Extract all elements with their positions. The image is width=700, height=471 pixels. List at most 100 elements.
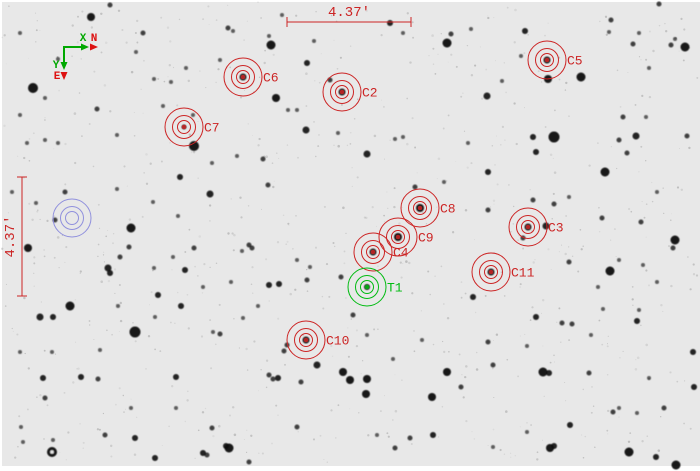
star	[246, 459, 252, 465]
star	[538, 367, 548, 377]
star	[387, 20, 393, 26]
star	[107, 2, 113, 8]
star	[65, 301, 75, 311]
star	[690, 349, 696, 355]
star	[608, 17, 614, 23]
aperture-circle	[484, 265, 498, 279]
aperture-label: T1	[387, 281, 403, 296]
star	[339, 368, 347, 376]
aperture-centroid-dot	[370, 249, 376, 255]
star	[469, 27, 473, 31]
star	[95, 376, 101, 382]
star	[304, 277, 310, 283]
star	[50, 350, 54, 354]
background-grain	[1, 1, 699, 463]
aperture-circle	[508, 207, 548, 247]
star	[266, 372, 272, 378]
compass-n-label: N	[91, 33, 98, 45]
aperture-circle	[386, 225, 410, 249]
aperture-c8[interactable]: C8	[400, 188, 456, 228]
star	[599, 215, 605, 221]
bright-star-with-core	[47, 447, 57, 457]
aperture-circle	[413, 201, 427, 215]
star	[266, 40, 276, 50]
aperture-c4[interactable]: C4	[353, 232, 409, 272]
aperture-label: C2	[362, 86, 378, 101]
star	[362, 390, 370, 398]
star	[312, 39, 316, 43]
star	[129, 406, 133, 410]
star	[209, 425, 215, 431]
star	[140, 30, 146, 36]
star	[589, 333, 593, 337]
star	[576, 72, 586, 82]
star	[241, 316, 245, 320]
star	[10, 190, 14, 194]
star	[50, 314, 56, 320]
aperture-circle	[322, 72, 362, 112]
aperture-t1[interactable]: T1	[347, 267, 403, 307]
star	[655, 190, 659, 194]
aperture-centroid-dot	[525, 224, 531, 230]
aperture-circle	[471, 252, 511, 292]
star	[596, 285, 600, 289]
aperture-circle	[540, 53, 554, 67]
star	[470, 294, 476, 300]
star	[211, 330, 215, 334]
star	[28, 83, 38, 93]
aperture-c7[interactable]: C7	[164, 107, 220, 147]
star	[483, 92, 491, 100]
star	[56, 57, 60, 61]
aperture-circle	[172, 115, 196, 139]
star	[632, 132, 640, 140]
aperture-c2[interactable]: C2	[322, 72, 378, 112]
star	[281, 348, 287, 354]
aperture-c9[interactable]: C9	[378, 217, 434, 257]
star	[223, 443, 229, 449]
star	[152, 266, 156, 270]
aperture-centroid-dot	[364, 284, 370, 290]
star	[401, 135, 405, 139]
star	[152, 77, 156, 81]
star	[43, 96, 47, 100]
aperture-c3[interactable]: C3	[508, 207, 564, 247]
star	[56, 141, 60, 145]
y-axis-arrow-icon	[60, 62, 68, 70]
star	[624, 447, 634, 457]
star	[129, 326, 141, 338]
star	[94, 106, 100, 112]
star	[673, 37, 677, 41]
star	[542, 222, 550, 230]
aperture-circle	[355, 275, 379, 299]
star	[178, 303, 184, 309]
compass: X N YE	[53, 33, 98, 83]
aperture-unmarked[interactable]	[52, 198, 92, 238]
aperture-label: C4	[393, 246, 409, 261]
star	[637, 31, 641, 35]
aperture-label: C9	[418, 231, 434, 246]
star	[87, 13, 95, 21]
star	[184, 66, 188, 70]
aperture-circle	[65, 211, 79, 225]
star	[176, 214, 180, 218]
aperture-c10[interactable]: C10	[286, 320, 349, 360]
star	[275, 375, 281, 381]
aperture-circle	[164, 107, 204, 147]
aperture-circle	[52, 198, 92, 238]
star	[363, 375, 371, 383]
star	[500, 79, 504, 83]
star	[644, 115, 648, 119]
star	[249, 245, 255, 251]
aperture-c5[interactable]: C5	[527, 40, 583, 80]
aperture-c11[interactable]: C11	[471, 252, 535, 292]
aperture-c6[interactable]: C6	[223, 57, 279, 97]
star	[155, 292, 161, 298]
star	[115, 133, 119, 137]
scale-bar-vertical: 4.37'	[3, 176, 27, 297]
star	[680, 42, 690, 52]
aperture-centroid-dot	[488, 269, 494, 275]
star	[308, 265, 312, 269]
